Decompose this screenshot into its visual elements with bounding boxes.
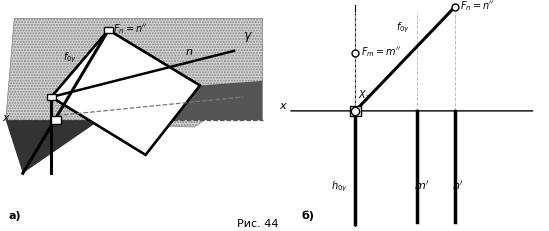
- Polygon shape: [5, 18, 262, 127]
- Polygon shape: [52, 30, 200, 155]
- Bar: [104, 27, 113, 33]
- Polygon shape: [52, 30, 200, 155]
- Text: $X_{\gamma}$: $X_{\gamma}$: [53, 131, 66, 145]
- Text: $h_{0\gamma}$: $h_{0\gamma}$: [330, 180, 348, 194]
- Text: m: m: [166, 104, 176, 114]
- Text: $f_{0\gamma}$: $f_{0\gamma}$: [396, 20, 410, 35]
- Text: б): б): [301, 211, 315, 222]
- Text: $F_n=n''$: $F_n=n''$: [460, 0, 495, 13]
- Text: x: x: [279, 100, 286, 111]
- Text: $F_n=n^{\prime\prime}$: $F_n=n^{\prime\prime}$: [113, 22, 148, 36]
- Text: $f_{0\gamma}$: $f_{0\gamma}$: [63, 50, 77, 65]
- Text: x: x: [2, 113, 8, 123]
- Polygon shape: [137, 81, 262, 155]
- Text: $n'$: $n'$: [452, 179, 464, 192]
- Text: $X_{\gamma}$: $X_{\gamma}$: [358, 88, 371, 103]
- Text: $\gamma$: $\gamma$: [243, 30, 253, 44]
- Polygon shape: [5, 120, 100, 173]
- Bar: [51, 116, 61, 124]
- Text: $F_m=m''$: $F_m=m''$: [361, 45, 401, 59]
- Bar: [47, 94, 55, 100]
- Text: а): а): [9, 211, 21, 222]
- Text: $m'$: $m'$: [414, 179, 430, 192]
- Text: Рис. 44: Рис. 44: [237, 219, 279, 229]
- Text: n: n: [186, 47, 193, 58]
- Text: $F_m=m^{\prime\prime}$: $F_m=m^{\prime\prime}$: [57, 89, 97, 103]
- Bar: [350, 106, 361, 116]
